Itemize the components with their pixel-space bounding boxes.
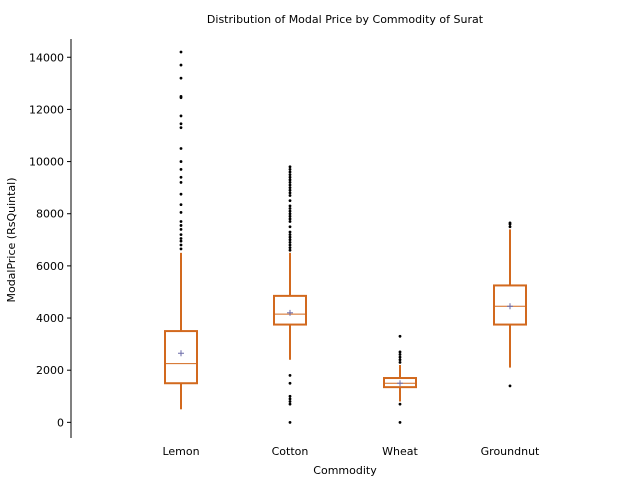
- iqr-box: [493, 284, 527, 326]
- iqr-box: [164, 330, 198, 385]
- outlier-point: [179, 160, 183, 163]
- outlier-point: [288, 199, 292, 203]
- outlier-point: [398, 355, 402, 359]
- outlier-point: [288, 207, 292, 210]
- y-tick-label: 6000: [36, 260, 64, 273]
- outlier-point: [179, 94, 183, 98]
- outlier-point: [508, 225, 512, 229]
- outlier-point: [179, 237, 183, 240]
- box-group-groundnut: [493, 221, 527, 388]
- outlier-point: [288, 402, 292, 406]
- outlier-point: [288, 217, 292, 221]
- outlier-point: [288, 194, 292, 197]
- outlier-point: [288, 173, 292, 177]
- outlier-point: [179, 192, 183, 196]
- outlier-point: [288, 214, 292, 218]
- outlier-point: [179, 243, 183, 247]
- outlier-point: [179, 247, 183, 251]
- outlier-point: [288, 230, 292, 234]
- outlier-point: [508, 221, 512, 225]
- outlier-point: [288, 165, 292, 169]
- outlier-point: [288, 235, 292, 239]
- outlier-point: [288, 248, 292, 252]
- outlier-point: [398, 353, 402, 356]
- outlier-point: [179, 203, 183, 206]
- outlier-point: [288, 243, 292, 247]
- outlier-point: [288, 420, 292, 424]
- boxes-layer: [164, 50, 527, 424]
- x-axis-label: Commodity: [313, 464, 377, 477]
- y-axis: 0 2000 4000 6000 8000 10000 12000 14000: [29, 39, 72, 438]
- x-tick-label: Groundnut: [481, 445, 540, 458]
- outlier-point: [398, 334, 402, 338]
- x-tick-label: Lemon: [162, 445, 199, 458]
- outlier-point: [288, 220, 292, 223]
- y-axis-label: ModalPrice (RsQuintal): [5, 177, 18, 302]
- outlier-point: [179, 114, 183, 118]
- outlier-point: [179, 220, 183, 223]
- y-tick-label: 0: [57, 416, 64, 429]
- y-tick-label: 12000: [29, 103, 64, 116]
- outlier-point: [288, 191, 292, 195]
- x-tick-label: Cotton: [272, 445, 309, 458]
- iqr-box: [273, 294, 307, 326]
- outlier-point: [288, 225, 292, 229]
- outlier-point: [288, 241, 292, 244]
- outlier-point: [398, 350, 402, 354]
- outlier-point: [179, 122, 183, 126]
- box-group-cotton: [273, 165, 307, 424]
- outlier-point: [288, 212, 292, 216]
- y-tick-label: 2000: [36, 364, 64, 377]
- outlier-point: [179, 239, 183, 243]
- outlier-point: [398, 420, 402, 424]
- outlier-point: [179, 126, 183, 130]
- outlier-point: [179, 50, 183, 54]
- outlier-point: [288, 233, 292, 236]
- y-tick-label: 10000: [29, 156, 64, 169]
- chart-title: Distribution of Modal Price by Commodity…: [207, 13, 484, 26]
- y-tick-label: 8000: [36, 208, 64, 221]
- outlier-point: [288, 204, 292, 208]
- outlier-point: [288, 381, 292, 385]
- outlier-point: [288, 397, 292, 401]
- outlier-point: [398, 358, 402, 362]
- outlier-point: [288, 167, 292, 171]
- outlier-point: [508, 384, 512, 388]
- outlier-point: [179, 147, 183, 150]
- outlier-point: [179, 63, 183, 67]
- outlier-point: [288, 175, 292, 179]
- outlier-point: [288, 209, 292, 213]
- outlier-point: [288, 186, 292, 190]
- outlier-point: [288, 188, 292, 192]
- y-tick-label: 14000: [29, 51, 64, 64]
- outlier-point: [398, 402, 402, 406]
- outlier-point: [288, 170, 292, 174]
- outlier-point: [288, 374, 292, 377]
- box-group-lemon: [164, 50, 198, 410]
- outlier-point: [398, 360, 402, 364]
- outlier-point: [179, 167, 183, 171]
- outlier-point: [288, 246, 292, 250]
- outlier-point: [179, 76, 183, 80]
- outlier-point: [179, 233, 183, 236]
- outlier-point: [288, 183, 292, 187]
- outlier-point: [179, 175, 183, 179]
- outlier-point: [288, 178, 292, 182]
- iqr-box: [383, 377, 417, 389]
- outlier-point: [179, 211, 183, 214]
- outlier-point: [179, 224, 183, 227]
- x-tick-label: Wheat: [382, 445, 418, 458]
- outlier-point: [288, 394, 292, 398]
- box-group-wheat: [383, 334, 417, 424]
- outlier-point: [179, 227, 183, 231]
- x-axis-tick-labels: Lemon Cotton Wheat Groundnut: [162, 445, 540, 458]
- outlier-point: [288, 238, 292, 242]
- y-tick-label: 4000: [36, 312, 64, 325]
- outlier-point: [288, 181, 292, 184]
- outlier-point: [179, 181, 183, 184]
- outlier-point: [288, 400, 292, 403]
